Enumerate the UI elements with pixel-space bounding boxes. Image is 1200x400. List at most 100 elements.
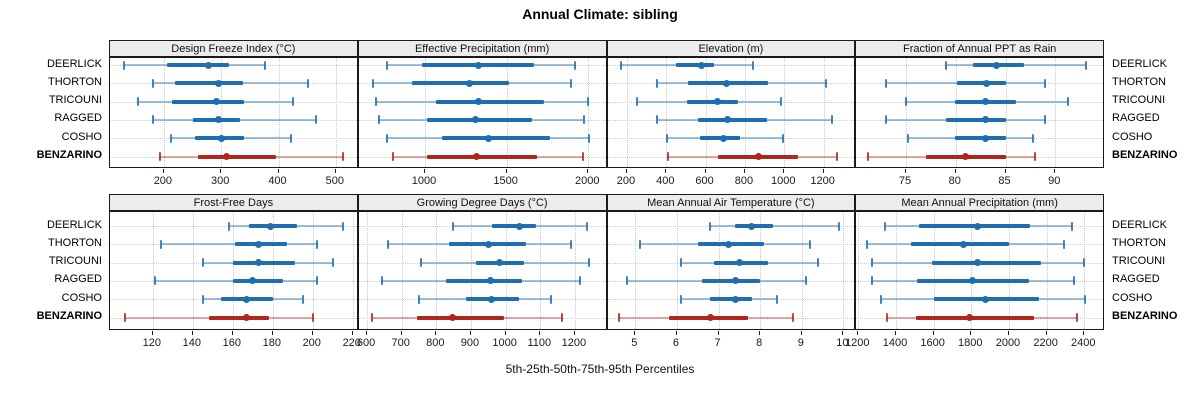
whisker-cap [371,78,374,88]
axis-tick [191,331,193,335]
axis-tick [1045,331,1047,335]
axis-tick-label: 85 [998,175,1011,187]
whisker-cap [170,133,173,143]
axis-tick-label: 2000 [574,175,600,187]
gridline [232,212,234,329]
whisker-cap [582,152,585,161]
range-25-75 [675,63,715,67]
gridline [1084,212,1086,329]
station-label-left-ragged: RAGGED [54,112,102,125]
panel-strip-label: Effective Precipitation (mm) [414,42,550,55]
whisker-cap [342,152,345,161]
axis-tick-label: 1500 [493,175,518,187]
whisker-cap [315,239,318,249]
gridline [801,212,803,329]
axis-tick-label: 10 [836,337,849,349]
whisker-cap [381,276,384,286]
panel-elevation-m- [606,57,856,168]
axis-tick [505,169,507,173]
whisker-cap [1044,115,1047,125]
whisker-cap [880,294,883,304]
whisker-cap [680,258,683,268]
median-dot [962,153,970,160]
range-25-75 [954,136,1007,141]
whisker-cap [386,60,389,70]
median-dot [973,259,981,267]
range-25-75 [697,117,767,122]
whisker-cap [391,152,394,161]
whisker-cap [315,276,318,286]
axis-tick-label: 9 [797,337,804,349]
whisker-cap [371,313,374,322]
gridline [843,212,845,329]
gridline [744,58,746,167]
axis-tick [271,331,273,335]
axis-tick [783,169,785,173]
whisker-cap [871,276,874,286]
whisker-cap [617,313,620,322]
axis-tick-label: 80 [948,175,961,187]
axis-tick [231,331,233,335]
gridline [1005,58,1007,167]
axis-tick-label: 1000 [492,337,517,349]
range-25-75 [232,260,295,265]
axis-tick-label: 200 [153,175,173,187]
panel-strip-label: Growing Degree Days (°C) [416,196,548,209]
whisker-cap [301,294,304,304]
median-dot [731,295,739,303]
axis-tick-label: 160 [222,337,241,349]
station-label-right-thorton: THORTON [1112,75,1166,88]
whisker-cap [585,221,588,231]
gridline [505,212,507,329]
median-dot [724,116,732,124]
station-label-right-benzarino: BENZARINO [1112,310,1178,322]
whisker-cap [570,239,573,249]
station-label-left-tricouni: TRICOUNI [48,94,102,107]
gridline [760,212,762,329]
whisker-cap [151,78,154,88]
axis-tick [905,169,906,173]
median-dot [516,222,523,230]
range-25-75 [686,99,739,104]
median-dot [214,79,222,87]
station-label-right-ragged: RAGGED [1112,112,1160,125]
station-label-right-thorton: THORTON [1112,236,1166,249]
whisker-cap [885,78,888,88]
whisker-cap [824,78,827,88]
row-guide [110,65,357,66]
median-dot [993,61,1001,69]
median-dot [475,61,483,69]
range-25-75 [492,224,536,228]
whisker-cap [885,115,888,125]
median-dot [466,79,474,87]
median-dot [983,79,991,87]
median-dot [748,222,756,230]
whisker-cap [1070,221,1073,231]
range-25-75 [426,154,537,159]
median-dot [448,314,456,321]
gridline [823,58,825,167]
axis-tick [954,169,956,173]
axis-tick-label: 90 [1048,175,1061,187]
median-dot [243,295,251,303]
range-25-75 [442,136,551,141]
axis-tick-label: 800 [426,337,445,349]
whisker-cap [905,97,907,107]
axis-tick [932,331,934,335]
axis-tick-label: 200 [616,175,636,187]
station-label-left-benzarino: BENZARINO [36,149,102,161]
median-dot [204,61,212,69]
station-label-right-tricouni: TRICOUNI [1112,255,1166,268]
gridline [1008,212,1010,329]
axis-tick [351,331,353,335]
axis-tick-label: 75 [898,175,912,187]
station-label-left-thorton: THORTON [48,75,102,88]
median-dot [267,222,275,230]
median-dot [754,153,762,160]
axis-tick [539,331,541,335]
gridline [933,212,935,329]
whisker-cap [1072,276,1075,286]
axis-tick-label: 500 [325,175,344,187]
whisker-cap [291,97,294,107]
median-dot [223,153,231,160]
